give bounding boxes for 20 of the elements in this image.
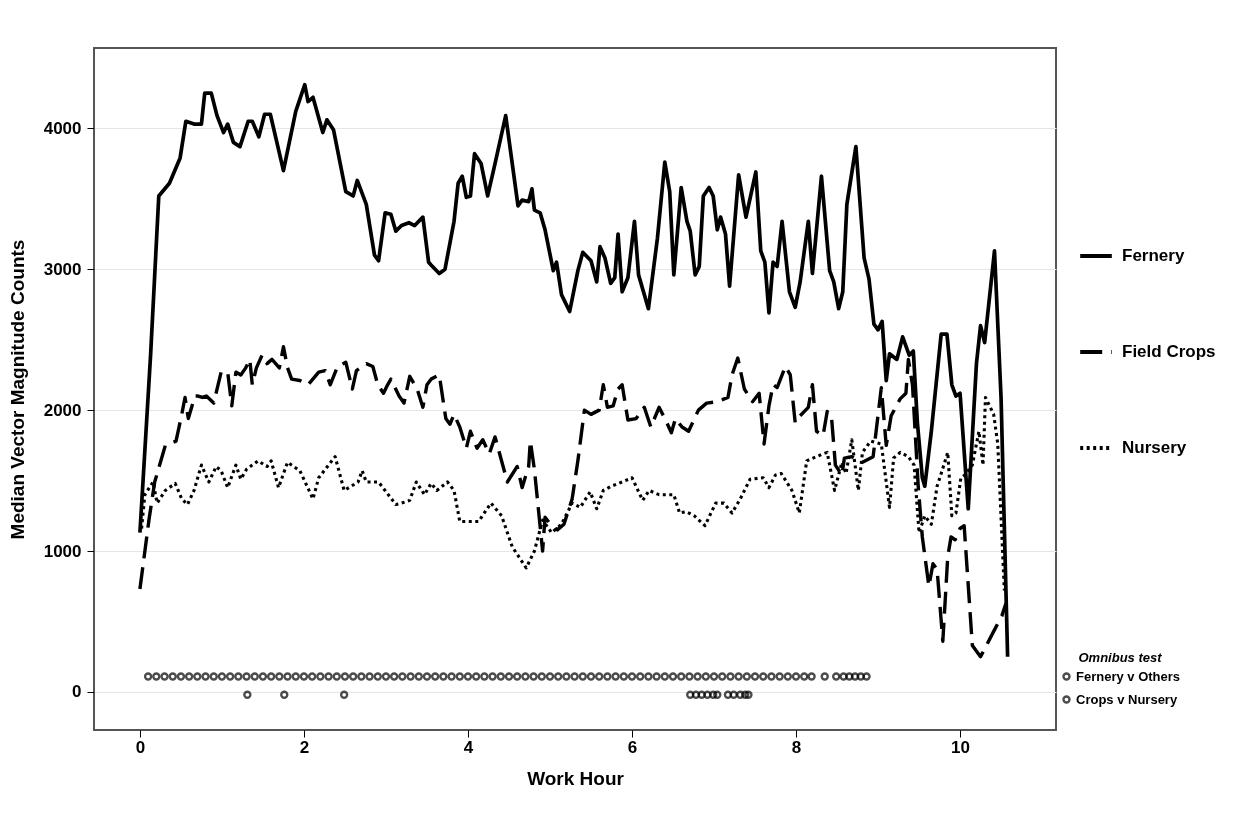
x-tick-label: 6 [627,737,638,757]
legend-label: Fernery v Others [1076,668,1181,684]
x-axis-title: Work Hour [527,767,625,789]
legend-label: Nursery [1122,438,1187,457]
line-series [138,82,1010,659]
legend-label: Crops v Nursery [1076,691,1178,707]
x-tick-label: 0 [135,737,146,757]
x-tick-label: 2 [299,737,310,757]
y-tick-label: 0 [72,682,82,702]
legend-label: Field Crops [1122,342,1216,361]
y-tick-label: 3000 [43,259,82,279]
x-tick-label: 8 [791,737,802,757]
y-axis-title: Median Vector Magnitude Counts [6,239,28,540]
x-tick-label: 10 [951,737,971,757]
y-tick-label: 4000 [43,118,82,138]
legend-label: Fernery [1122,246,1185,265]
x-tick-label: 4 [463,737,474,757]
y-tick-label: 2000 [43,400,82,420]
legend-title: Omnibus test [1078,650,1163,665]
y-tick-label: 1000 [43,541,82,561]
